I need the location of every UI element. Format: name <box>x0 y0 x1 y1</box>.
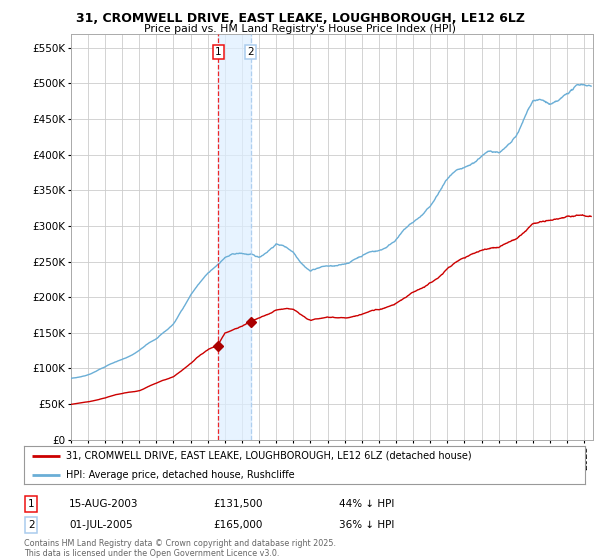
Text: HPI: Average price, detached house, Rushcliffe: HPI: Average price, detached house, Rush… <box>66 470 295 480</box>
Text: 2: 2 <box>247 47 254 57</box>
Text: 44% ↓ HPI: 44% ↓ HPI <box>339 499 394 509</box>
Text: 31, CROMWELL DRIVE, EAST LEAKE, LOUGHBOROUGH, LE12 6LZ (detached house): 31, CROMWELL DRIVE, EAST LEAKE, LOUGHBOR… <box>66 451 472 461</box>
Text: 2: 2 <box>28 520 35 530</box>
Text: 01-JUL-2005: 01-JUL-2005 <box>69 520 133 530</box>
Text: Price paid vs. HM Land Registry's House Price Index (HPI): Price paid vs. HM Land Registry's House … <box>144 24 456 34</box>
Text: Contains HM Land Registry data © Crown copyright and database right 2025.
This d: Contains HM Land Registry data © Crown c… <box>24 539 336 558</box>
Text: 1: 1 <box>215 47 221 57</box>
Text: 1: 1 <box>28 499 35 509</box>
Text: 31, CROMWELL DRIVE, EAST LEAKE, LOUGHBOROUGH, LE12 6LZ: 31, CROMWELL DRIVE, EAST LEAKE, LOUGHBOR… <box>76 12 524 25</box>
Text: 36% ↓ HPI: 36% ↓ HPI <box>339 520 394 530</box>
Text: £131,500: £131,500 <box>213 499 263 509</box>
Bar <box>218 34 251 440</box>
Text: 15-AUG-2003: 15-AUG-2003 <box>69 499 139 509</box>
Text: £165,000: £165,000 <box>213 520 262 530</box>
